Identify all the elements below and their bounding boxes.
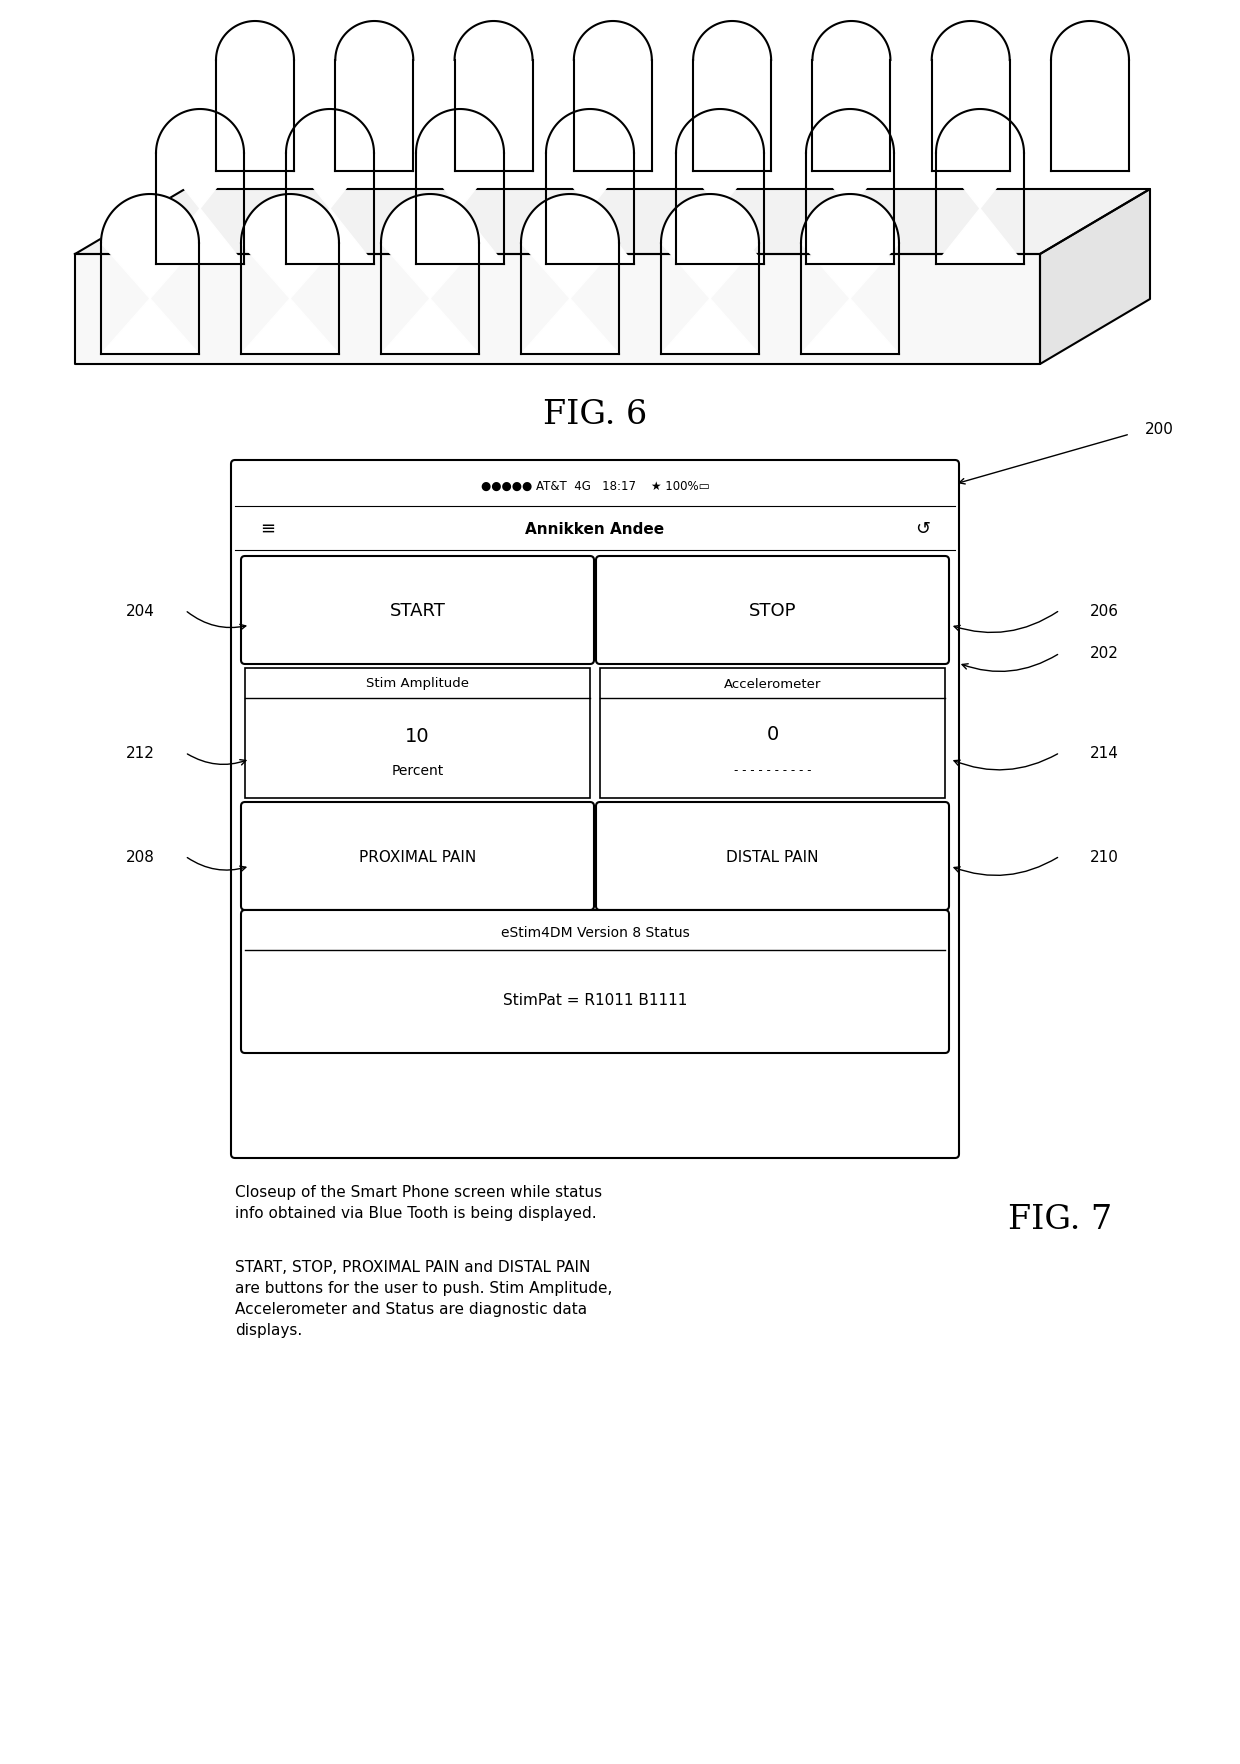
- Text: STOP: STOP: [749, 602, 796, 619]
- FancyBboxPatch shape: [241, 557, 594, 665]
- Polygon shape: [74, 191, 1149, 254]
- Text: Closeup of the Smart Phone screen while status
info obtained via Blue Tooth is b: Closeup of the Smart Phone screen while …: [236, 1184, 603, 1221]
- Text: 212: 212: [126, 746, 155, 760]
- Text: - - - - - - - - - -: - - - - - - - - - -: [734, 764, 811, 778]
- Text: ≡: ≡: [260, 520, 275, 538]
- Text: Percent: Percent: [392, 764, 444, 778]
- Text: Accelerometer: Accelerometer: [724, 677, 821, 690]
- Text: StimPat = R1011 B1111: StimPat = R1011 B1111: [502, 993, 687, 1007]
- Text: ↺: ↺: [915, 520, 930, 538]
- Text: 200: 200: [1145, 422, 1174, 437]
- Polygon shape: [936, 109, 1024, 265]
- Text: eStim4DM Version 8 Status: eStim4DM Version 8 Status: [501, 926, 689, 940]
- Text: 208: 208: [126, 848, 155, 864]
- Polygon shape: [216, 21, 294, 171]
- Polygon shape: [241, 194, 339, 355]
- Polygon shape: [100, 194, 198, 355]
- FancyBboxPatch shape: [596, 557, 949, 665]
- Text: PROXIMAL PAIN: PROXIMAL PAIN: [358, 848, 476, 864]
- Text: 202: 202: [1090, 646, 1118, 662]
- Text: 214: 214: [1090, 746, 1118, 760]
- FancyBboxPatch shape: [241, 910, 949, 1053]
- Polygon shape: [801, 194, 899, 355]
- FancyBboxPatch shape: [241, 803, 594, 910]
- Text: FIG. 6: FIG. 6: [543, 399, 647, 430]
- Text: Annikken Andee: Annikken Andee: [526, 520, 665, 536]
- FancyBboxPatch shape: [231, 460, 959, 1159]
- Polygon shape: [546, 109, 634, 265]
- Polygon shape: [806, 109, 894, 265]
- Text: ●●●●● AT&T  4G   18:17    ★ 100%▭: ●●●●● AT&T 4G 18:17 ★ 100%▭: [481, 480, 709, 492]
- Polygon shape: [156, 109, 244, 265]
- Polygon shape: [931, 21, 1009, 171]
- Polygon shape: [74, 254, 1040, 365]
- Polygon shape: [415, 109, 503, 265]
- FancyBboxPatch shape: [596, 803, 949, 910]
- Text: START, STOP, PROXIMAL PAIN and DISTAL PAIN
are buttons for the user to push. Sti: START, STOP, PROXIMAL PAIN and DISTAL PA…: [236, 1259, 613, 1337]
- Polygon shape: [286, 109, 374, 265]
- FancyBboxPatch shape: [600, 669, 945, 799]
- Text: START: START: [389, 602, 445, 619]
- Text: 210: 210: [1090, 848, 1118, 864]
- Polygon shape: [335, 21, 413, 171]
- Polygon shape: [812, 21, 890, 171]
- Text: Stim Amplitude: Stim Amplitude: [366, 677, 469, 690]
- Polygon shape: [381, 194, 479, 355]
- Polygon shape: [455, 21, 532, 171]
- Polygon shape: [693, 21, 771, 171]
- Polygon shape: [676, 109, 764, 265]
- Text: DISTAL PAIN: DISTAL PAIN: [727, 848, 818, 864]
- FancyBboxPatch shape: [246, 669, 590, 799]
- Text: 10: 10: [405, 727, 430, 746]
- Polygon shape: [1052, 21, 1128, 171]
- Text: FIG. 7: FIG. 7: [1008, 1203, 1112, 1235]
- Polygon shape: [1040, 191, 1149, 365]
- Polygon shape: [521, 194, 619, 355]
- Polygon shape: [661, 194, 759, 355]
- Polygon shape: [574, 21, 652, 171]
- Text: 0: 0: [766, 723, 779, 743]
- Text: 206: 206: [1090, 603, 1118, 617]
- Text: 204: 204: [126, 603, 155, 617]
